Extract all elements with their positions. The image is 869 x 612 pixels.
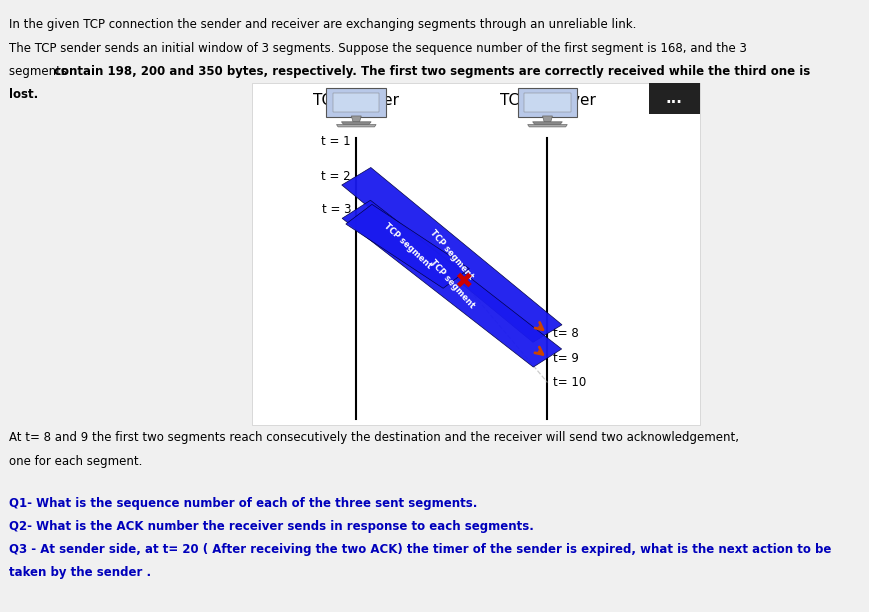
Polygon shape — [342, 200, 561, 367]
Text: t = 2: t = 2 — [322, 170, 351, 183]
Text: one for each segment.: one for each segment. — [9, 455, 142, 468]
Text: taken by the sender .: taken by the sender . — [9, 566, 151, 580]
Polygon shape — [342, 122, 371, 125]
Text: At t= 8 and 9 the first two segments reach consecutively the destination and the: At t= 8 and 9 the first two segments rea… — [9, 431, 739, 444]
FancyBboxPatch shape — [649, 83, 700, 114]
Text: The TCP sender sends an initial window of 3 segments. Suppose the sequence numbe: The TCP sender sends an initial window o… — [9, 42, 746, 54]
Text: TCP segment: TCP segment — [428, 228, 475, 282]
Text: TCP sender: TCP sender — [314, 93, 399, 108]
Text: TCP segment: TCP segment — [428, 258, 476, 310]
FancyBboxPatch shape — [518, 88, 577, 117]
Text: segments: segments — [9, 65, 74, 78]
FancyBboxPatch shape — [252, 83, 700, 425]
Polygon shape — [533, 122, 562, 125]
Text: contain 198, 200 and 350 bytes, respectively. The first two segments are correct: contain 198, 200 and 350 bytes, respecti… — [54, 65, 810, 78]
Text: In the given TCP connection the sender and receiver are exchanging segments thro: In the given TCP connection the sender a… — [9, 18, 636, 31]
Text: Q3 - At sender side, at t= 20 ( After receiving the two ACK) the timer of the se: Q3 - At sender side, at t= 20 ( After re… — [9, 543, 831, 556]
Text: ...: ... — [666, 91, 683, 106]
Polygon shape — [336, 125, 376, 127]
Polygon shape — [527, 125, 567, 127]
Text: t = 3: t = 3 — [322, 203, 351, 216]
Text: lost.: lost. — [9, 88, 38, 101]
FancyBboxPatch shape — [327, 88, 386, 117]
Text: t= 10: t= 10 — [553, 376, 586, 389]
Text: t = 1: t = 1 — [322, 135, 351, 149]
Text: TCP receiver: TCP receiver — [500, 93, 595, 108]
Text: t= 9: t= 9 — [553, 351, 579, 365]
Text: Q1- What is the sequence number of each of the three sent segments.: Q1- What is the sequence number of each … — [9, 496, 477, 510]
Text: t= 8: t= 8 — [553, 327, 579, 340]
FancyBboxPatch shape — [524, 93, 571, 113]
Text: TCP segment: TCP segment — [381, 222, 434, 271]
Polygon shape — [346, 204, 469, 288]
Polygon shape — [351, 116, 362, 122]
Text: ✖: ✖ — [454, 272, 473, 291]
FancyBboxPatch shape — [333, 93, 380, 113]
Text: Q2- What is the ACK number the receiver sends in response to each segments.: Q2- What is the ACK number the receiver … — [9, 520, 534, 533]
Polygon shape — [542, 116, 553, 122]
Polygon shape — [342, 168, 562, 342]
